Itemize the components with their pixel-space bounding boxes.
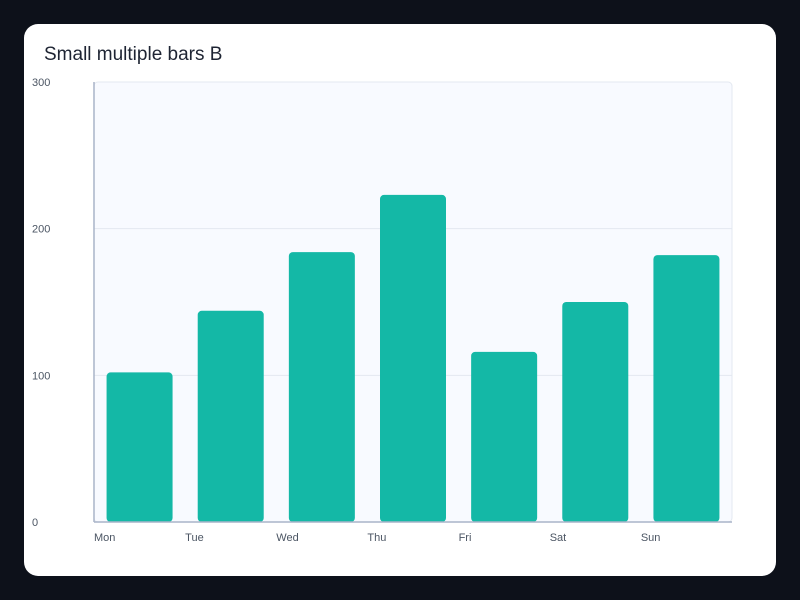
y-tick-label-200: 200: [32, 224, 50, 236]
bars: [106, 194, 720, 523]
chart-card: Small multiple bars B 0 100 200 300 Mon Tue W…: [24, 24, 776, 576]
x-tick-label-sun: Sun: [641, 532, 661, 544]
x-tick-label-mon: Mon: [94, 532, 115, 544]
x-tick-label-wed: Wed: [276, 532, 298, 544]
y-tick-labels: 0 100 200 300: [32, 77, 50, 529]
bar-wed: [288, 252, 355, 522]
x-tick-label-thu: Thu: [367, 532, 386, 544]
x-tick-label-tue: Tue: [185, 532, 204, 544]
x-tick-label-sat: Sat: [550, 532, 567, 544]
bar-sat: [562, 302, 629, 522]
bar-mon: [106, 372, 173, 522]
y-tick-label-300: 300: [32, 77, 50, 89]
bar-chart: 0 100 200 300 Mon Tue Wed Thu Fri Sat Sun: [32, 77, 733, 544]
axes: [93, 82, 732, 523]
bar-fri: [471, 351, 538, 522]
chart-title: Small multiple bars B: [44, 44, 223, 65]
x-tick-labels: Mon Tue Wed Thu Fri Sat Sun: [94, 532, 660, 544]
bar-sun: [653, 255, 720, 523]
y-tick-label-0: 0: [32, 517, 38, 529]
bar-thu: [380, 194, 446, 522]
x-tick-label-fri: Fri: [459, 532, 472, 544]
bar-tue: [197, 310, 264, 522]
y-tick-label-100: 100: [32, 370, 50, 382]
